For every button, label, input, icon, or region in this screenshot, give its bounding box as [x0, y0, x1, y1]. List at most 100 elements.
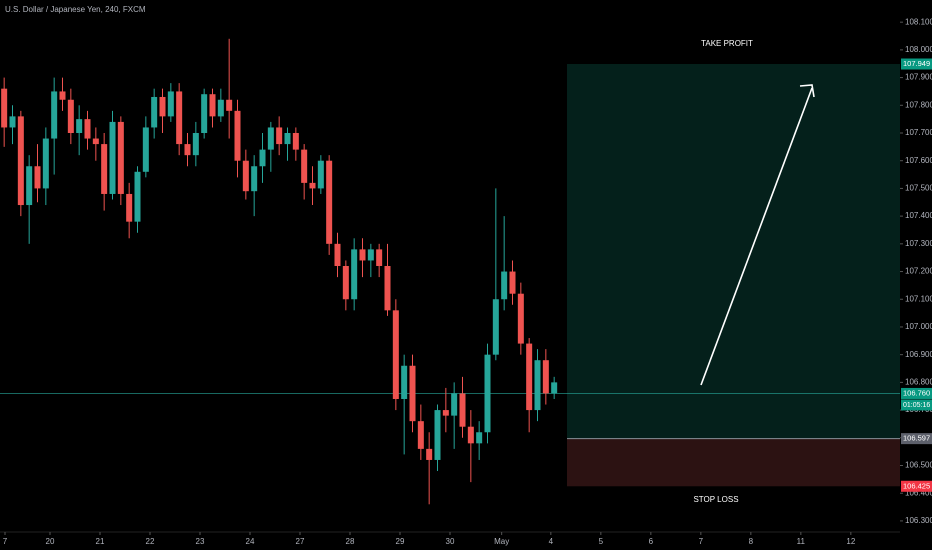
- current-price-box: [901, 387, 932, 399]
- countdown-box: [901, 399, 932, 411]
- entry-price: 106.597: [903, 434, 930, 443]
- candle-body: [326, 160, 333, 244]
- candle-body: [301, 149, 308, 183]
- x-tick-label: 28: [346, 537, 355, 546]
- x-tick-label: 6: [649, 537, 654, 546]
- x-tick-label: 12: [846, 537, 855, 546]
- countdown: 01:05:16: [903, 402, 930, 409]
- y-tick-label: 107.800: [905, 100, 932, 109]
- take-profit-price: 107.949: [903, 59, 930, 68]
- stop-loss-price: 106.425: [903, 481, 930, 490]
- entry-price-box: [901, 433, 932, 445]
- x-tick-label: 22: [146, 537, 155, 546]
- candle-body: [192, 133, 199, 156]
- x-tick-label: 4: [549, 537, 554, 546]
- candle-body: [92, 138, 99, 145]
- candle-body: [51, 91, 58, 139]
- candle-body: [84, 119, 91, 139]
- x-tick-label: May: [494, 537, 509, 546]
- candle-body: [101, 144, 108, 194]
- candle-body: [176, 91, 183, 145]
- candle-body: [292, 133, 299, 150]
- candle-body: [351, 249, 358, 300]
- candle-body: [401, 365, 408, 399]
- y-tick-label: 107.500: [905, 184, 932, 193]
- candle-body: [17, 116, 24, 206]
- x-tick-label: 7: [3, 537, 8, 546]
- candle-body: [159, 96, 166, 117]
- y-tick-label: 107.100: [905, 294, 932, 303]
- stop-loss-price-box: [901, 480, 932, 492]
- candle-body: [409, 365, 416, 422]
- x-tick-label: 11: [797, 537, 806, 546]
- candle-body: [59, 91, 66, 100]
- candle-body: [209, 94, 216, 117]
- x-tick-label: 7: [699, 537, 704, 546]
- chart-title: U.S. Dollar / Japanese Yen, 240, FXCM: [5, 5, 146, 14]
- candle-body: [551, 382, 558, 394]
- profit-zone: [567, 64, 900, 439]
- take-profit-label: TAKE PROFIT: [701, 39, 753, 48]
- candle-body: [376, 249, 383, 266]
- take-profit-price-box: [901, 58, 932, 70]
- candle-body: [167, 91, 174, 117]
- candle-body: [526, 343, 533, 411]
- y-tick-label: 108.000: [905, 45, 932, 54]
- candle-body: [142, 127, 149, 172]
- x-tick-label: 27: [296, 537, 305, 546]
- candle-body: [309, 182, 316, 189]
- candle-body: [276, 127, 283, 145]
- y-tick-label: 106.300: [905, 516, 932, 525]
- x-tick-label: 30: [446, 537, 455, 546]
- y-tick-label: 107.600: [905, 156, 932, 165]
- candle-body: [184, 144, 191, 156]
- y-tick-label: 107.300: [905, 239, 932, 248]
- y-tick-label: 107.700: [905, 128, 932, 137]
- y-tick-label: 106.500: [905, 461, 932, 470]
- candle-body: [234, 110, 241, 161]
- x-tick-label: 20: [46, 537, 55, 546]
- y-tick-label: 107.200: [905, 267, 932, 276]
- x-tick-label: 21: [96, 537, 105, 546]
- position-tool: TAKE PROFIT STOP LOSS: [0, 39, 900, 504]
- candle-body: [509, 271, 516, 294]
- y-tick-label: 107.400: [905, 211, 932, 220]
- y-tick-label: 106.800: [905, 377, 932, 386]
- x-tick-label: 29: [396, 537, 405, 546]
- candle-body: [226, 99, 233, 111]
- candle-body: [284, 133, 291, 145]
- candle-body: [126, 193, 133, 222]
- candle-body: [134, 171, 141, 222]
- candle-body: [9, 116, 16, 128]
- candle-body: [467, 426, 474, 444]
- x-tick-label: 5: [599, 537, 604, 546]
- candle-body: [76, 119, 83, 133]
- candle-body: [434, 410, 441, 460]
- candle-body: [342, 266, 349, 300]
- candle-body: [109, 121, 116, 194]
- candle-body: [501, 271, 508, 300]
- candle-body: [534, 360, 541, 411]
- candle-body: [334, 243, 341, 266]
- candle-body: [442, 410, 449, 416]
- candle-body: [267, 127, 274, 150]
- x-tick-label: 8: [749, 537, 754, 546]
- candle-body: [259, 149, 266, 167]
- candle-body: [542, 360, 549, 394]
- arrow-head: [799, 84, 815, 98]
- candle-body: [459, 393, 466, 427]
- y-tick-label: 107.900: [905, 73, 932, 82]
- candle-body: [384, 266, 391, 311]
- arrow-line: [700, 87, 813, 386]
- candle-body: [251, 166, 258, 192]
- candle-body: [42, 138, 49, 189]
- candle-body: [367, 249, 374, 261]
- stop-loss-label: STOP LOSS: [693, 495, 738, 504]
- candle-body: [26, 166, 33, 206]
- candles: [1, 38, 558, 505]
- candle-body: [359, 249, 366, 261]
- candle-body: [451, 393, 458, 416]
- candle-body: [242, 160, 249, 192]
- candle-body: [517, 293, 524, 344]
